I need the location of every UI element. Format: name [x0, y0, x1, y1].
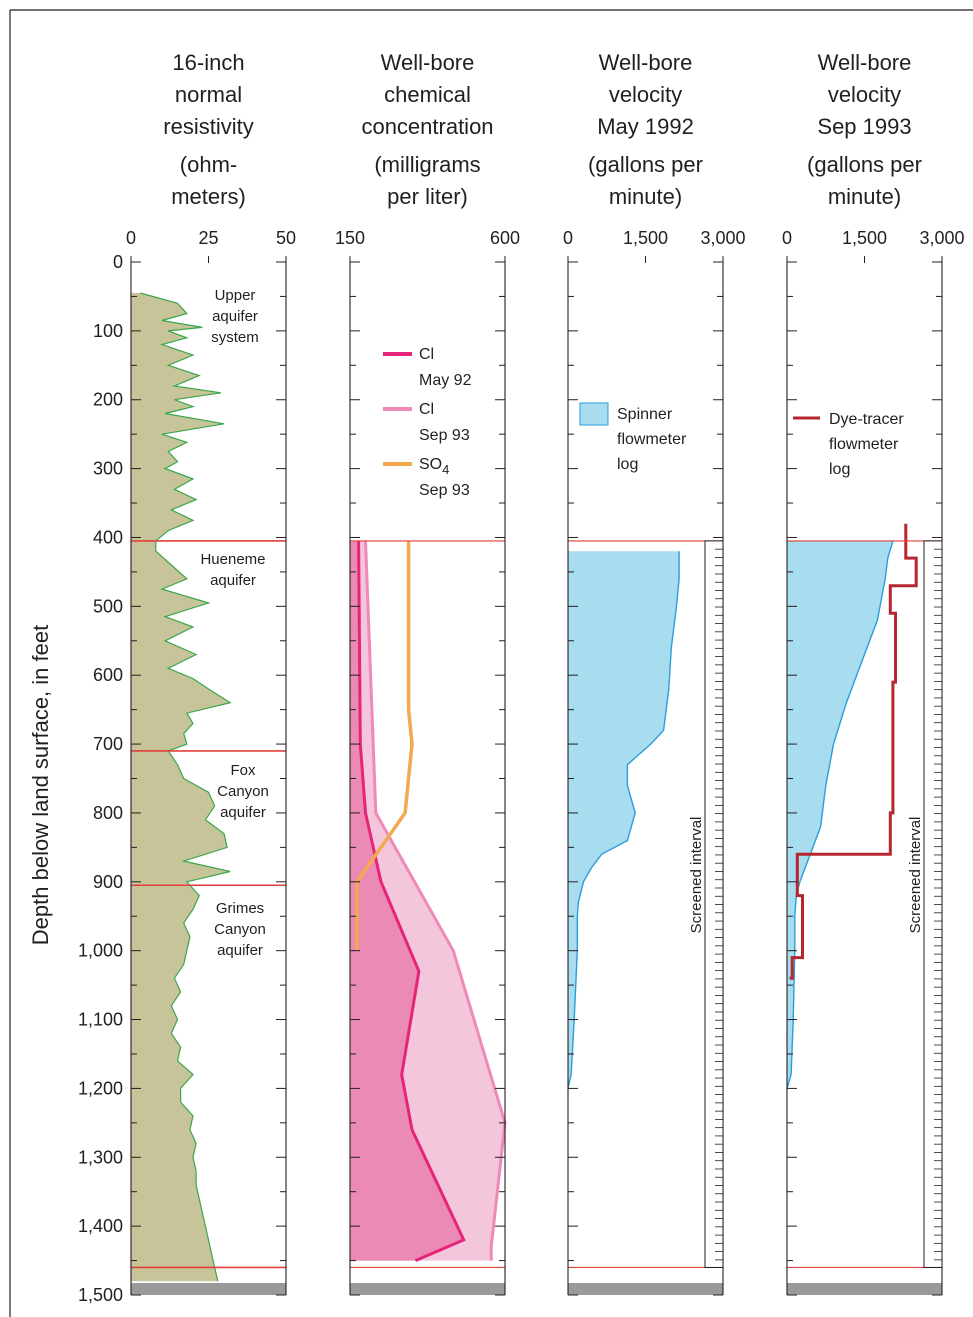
- x-tick-label: 3,000: [919, 228, 964, 248]
- panel-title-line: May 1992: [597, 114, 694, 139]
- panel-title-line: Sep 1993: [817, 114, 911, 139]
- legend-label: Spinner: [617, 406, 673, 423]
- legend-label: Dye-tracer: [829, 411, 904, 428]
- legend-label: log: [829, 461, 850, 478]
- aquifer-label: aquifer: [210, 572, 256, 589]
- x-tick-label: 0: [563, 228, 573, 248]
- legend-label: flowmeter: [617, 431, 687, 448]
- panel-title-line: velocity: [828, 82, 901, 107]
- panel-units-line: minute): [828, 184, 901, 209]
- depth-tick-label: 800: [93, 803, 123, 823]
- legend-label-2: May 92: [419, 372, 472, 389]
- x-tick-label: 3,000: [700, 228, 745, 248]
- depth-tick-label: 1,500: [78, 1285, 123, 1305]
- panel-title-line: 16-inch: [172, 50, 244, 75]
- x-tick-label: 1,500: [842, 228, 887, 248]
- panel-title-line: resistivity: [163, 114, 253, 139]
- spinner-area: [787, 540, 893, 1089]
- aquifer-label: aquifer: [212, 308, 258, 325]
- aquifer-label: aquifer: [220, 804, 266, 821]
- aquifer-label: Canyon: [217, 783, 269, 800]
- y-axis-label: Depth below land surface, in feet: [28, 625, 53, 945]
- x-tick-label: 1,500: [623, 228, 668, 248]
- x-tick-label: 150: [335, 228, 365, 248]
- aquifer-label: Fox: [230, 762, 256, 779]
- panel-title-line: chemical: [384, 82, 471, 107]
- panel-units-line: (gallons per: [807, 152, 922, 177]
- panel-title-line: concentration: [361, 114, 493, 139]
- legend-label: Cl: [419, 401, 434, 418]
- resistivity-curve: [140, 292, 232, 1282]
- resistivity-area: [131, 292, 231, 1282]
- x-tick-label: 50: [276, 228, 296, 248]
- panel-title-line: Well-bore: [599, 50, 693, 75]
- depth-tick-label: 700: [93, 734, 123, 754]
- panel-units-line: (ohm-: [180, 152, 237, 177]
- depth-tick-label: 600: [93, 665, 123, 685]
- panel-backgrounds: [131, 1283, 942, 1295]
- legend-label-2: Sep 93: [419, 427, 470, 444]
- depth-tick-label: 1,400: [78, 1216, 123, 1236]
- depth-tick-label: 1,200: [78, 1078, 123, 1098]
- panel-units-line: (milligrams: [374, 152, 480, 177]
- depth-tick-label: 1,100: [78, 1010, 123, 1030]
- legend-label: Cl: [419, 346, 434, 363]
- panel-title-line: velocity: [609, 82, 682, 107]
- legend-label: SO4: [419, 456, 449, 477]
- bottom-strip-panel-3: [568, 1283, 723, 1295]
- aquifer-label: Hueneme: [200, 551, 265, 568]
- depth-tick-label: 200: [93, 390, 123, 410]
- legend-label: log: [617, 456, 638, 473]
- legend-label-2: Sep 93: [419, 482, 470, 499]
- depth-tick-label: 100: [93, 321, 123, 341]
- panel-units-line: per liter): [387, 184, 468, 209]
- x-tick-label: 0: [782, 228, 792, 248]
- legend-subscript: 4: [442, 462, 449, 477]
- panel-units-line: meters): [171, 184, 246, 209]
- depth-tick-label: 0: [113, 252, 123, 272]
- dye-tracer-line: [789, 523, 918, 980]
- spinner-line: [786, 540, 894, 1089]
- panel-frames: [130, 256, 943, 1296]
- aquifer-label: Grimes: [216, 900, 264, 917]
- panel-title-line: Well-bore: [818, 50, 912, 75]
- depth-tick-label: 1,000: [78, 941, 123, 961]
- panel-units-line: (gallons per: [588, 152, 703, 177]
- x-tick-label: 600: [490, 228, 520, 248]
- aquifer-label: Canyon: [214, 921, 266, 938]
- legend-label: flowmeter: [829, 436, 899, 453]
- spinner-line: [567, 551, 680, 1089]
- cl-may92-area: [350, 540, 464, 1261]
- cl-sep93-line: [364, 540, 507, 1261]
- panel-units-line: minute): [609, 184, 682, 209]
- cl-may92-line: [357, 540, 466, 1262]
- aquifer-label: Upper: [215, 287, 256, 304]
- screened-interval-label: Screened interval: [907, 817, 924, 934]
- screened-interval-label: Screened interval: [688, 817, 705, 934]
- panel-title-line: normal: [175, 82, 242, 107]
- x-tick-label: 25: [198, 228, 218, 248]
- aquifer-label: system: [211, 329, 259, 346]
- aquifer-label: aquifer: [217, 942, 263, 959]
- bottom-strip-panel-2: [350, 1283, 505, 1295]
- boundary-lines: [131, 540, 942, 1269]
- bottom-strip-panel-1: [131, 1283, 286, 1295]
- bottom-strip-panel-4: [787, 1283, 942, 1295]
- spinner-area: [568, 551, 680, 1089]
- legend-swatch: [579, 402, 609, 426]
- depth-tick-label: 400: [93, 527, 123, 547]
- depth-tick-label: 500: [93, 596, 123, 616]
- panel-title-line: Well-bore: [381, 50, 475, 75]
- depth-tick-label: 1,300: [78, 1147, 123, 1167]
- x-tick-label: 0: [126, 228, 136, 248]
- depth-tick-label: 300: [93, 459, 123, 479]
- depth-tick-label: 900: [93, 872, 123, 892]
- text-layer: 0 25 50 16-inch normal resistivity (ohm-meters…: [78, 50, 965, 1305]
